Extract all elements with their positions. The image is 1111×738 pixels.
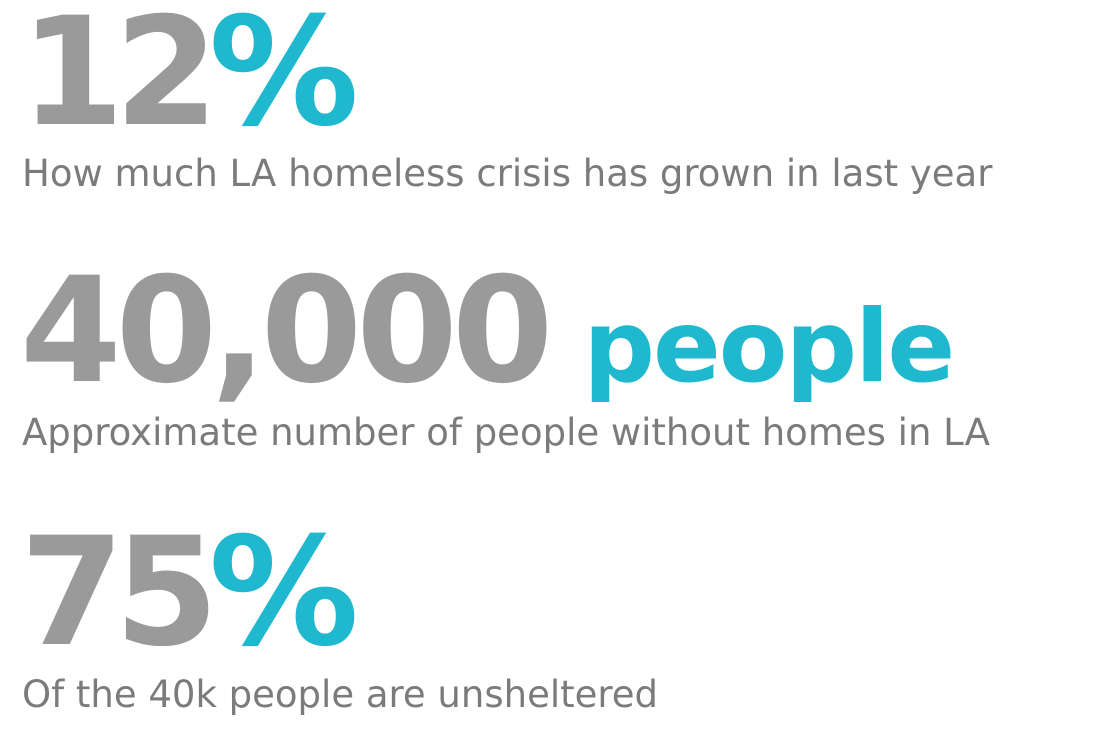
stat-unsheltered-value: 75% [20,518,359,668]
stat-growth-value: 12% [20,0,359,148]
stat-people-number: 40,000 [20,246,553,416]
stat-growth-number: 12 [20,0,219,160]
stat-growth-unit: % [208,0,359,160]
stat-people-caption: Approximate number of people without hom… [22,411,990,454]
stat-people-unit: people [583,288,955,405]
stat-growth-caption: How much LA homeless crisis has grown in… [22,152,993,195]
stat-unsheltered-unit: % [208,506,359,680]
stat-unsheltered-number: 75 [20,506,219,680]
stat-unsheltered-caption: Of the 40k people are unsheltered [22,673,659,716]
stat-people-value: 40,000 people [20,258,955,405]
